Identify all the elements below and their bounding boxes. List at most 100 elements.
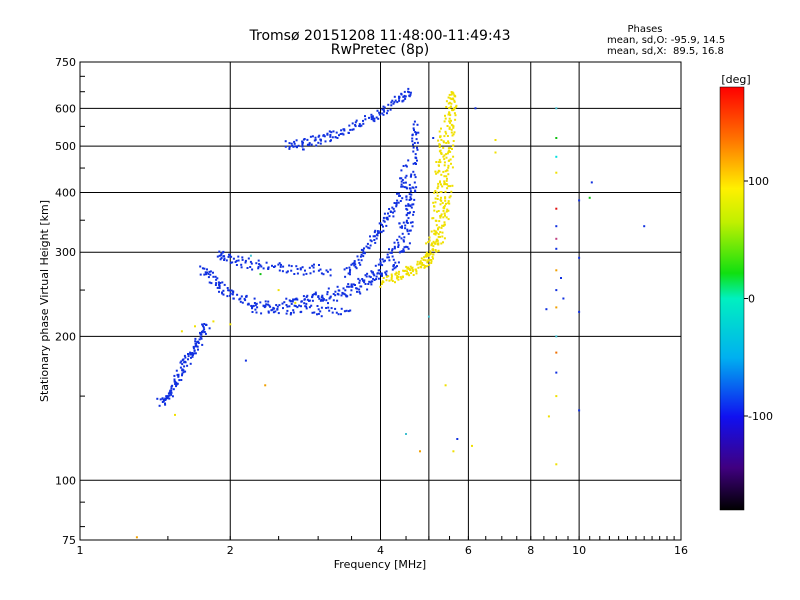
data-point: [218, 290, 220, 293]
data-point: [447, 164, 450, 167]
data-point: [447, 173, 450, 176]
data-point: [403, 186, 406, 189]
data-point: [311, 264, 314, 267]
data-point: [237, 255, 240, 258]
data-point: [288, 264, 291, 267]
data-point: [226, 295, 229, 298]
data-point: [397, 278, 400, 281]
data-point: [278, 304, 281, 307]
data-point: [203, 267, 206, 270]
data-point: [409, 198, 412, 201]
data-point: [436, 194, 439, 197]
data-point: [349, 309, 352, 312]
data-point: [413, 181, 416, 184]
data-point: [369, 235, 371, 238]
data-point: [416, 123, 419, 126]
data-point: [441, 202, 444, 204]
data-point: [405, 245, 408, 248]
data-point: [440, 242, 443, 245]
data-point: [420, 257, 423, 260]
data-point: [588, 196, 591, 199]
data-point: [335, 131, 338, 134]
data-point: [257, 267, 260, 270]
data-point: [393, 210, 396, 213]
data-point: [193, 352, 196, 355]
data-point: [171, 395, 174, 398]
data-point: [436, 210, 438, 213]
data-point: [299, 268, 302, 271]
data-point: [408, 95, 411, 98]
data-point: [356, 287, 359, 290]
data-point: [393, 95, 396, 98]
data-point: [430, 230, 433, 233]
data-point: [173, 378, 176, 381]
data-point: [182, 369, 185, 372]
data-point: [387, 103, 390, 106]
data-point: [443, 183, 446, 186]
data-point: [397, 276, 400, 278]
data-point: [405, 433, 407, 435]
data-point: [355, 119, 358, 122]
data-point: [447, 147, 450, 150]
data-point: [176, 382, 179, 385]
data-point: [189, 351, 192, 354]
data-point: [221, 281, 224, 284]
data-point: [381, 258, 384, 261]
data-point: [417, 266, 420, 269]
data-point: [396, 274, 399, 277]
data-point: [432, 137, 435, 139]
data-point: [244, 259, 247, 262]
data-point: [325, 269, 328, 272]
data-point: [244, 261, 247, 264]
data-point: [212, 271, 214, 274]
data-point: [196, 345, 199, 348]
data-point: [411, 225, 414, 228]
data-point: [363, 252, 366, 255]
data-point: [447, 166, 450, 169]
data-point: [395, 272, 398, 274]
data-point: [434, 190, 437, 192]
data-point: [296, 146, 298, 149]
data-point: [448, 93, 451, 96]
data-point: [446, 187, 449, 190]
data-point: [398, 96, 401, 99]
data-point: [407, 217, 410, 220]
data-point: [260, 265, 263, 268]
data-point: [437, 169, 440, 172]
data-point: [403, 236, 406, 239]
data-point: [450, 128, 453, 131]
data-point: [311, 296, 314, 299]
data-point: [408, 242, 411, 245]
data-point: [318, 134, 321, 137]
data-point: [432, 253, 435, 256]
data-point: [405, 198, 408, 201]
data-point: [164, 402, 166, 405]
data-point: [228, 289, 231, 292]
data-point: [231, 293, 234, 296]
data-point: [430, 262, 433, 264]
data-point: [405, 165, 408, 168]
data-point: [449, 185, 452, 188]
data-point: [329, 135, 332, 138]
data-point: [410, 206, 413, 209]
data-point: [450, 190, 453, 193]
data-point: [199, 335, 202, 338]
data-point: [288, 147, 291, 150]
data-point: [319, 142, 322, 145]
data-point: [331, 136, 334, 139]
data-point: [367, 246, 370, 249]
data-point: [452, 97, 454, 100]
data-point: [441, 231, 444, 234]
data-point: [235, 264, 238, 266]
data-point: [156, 397, 159, 400]
data-point: [413, 120, 416, 123]
y-tick-label: 75: [62, 534, 76, 547]
data-point: [375, 278, 378, 281]
data-point: [451, 184, 454, 187]
data-point: [412, 150, 415, 153]
data-point: [411, 268, 414, 271]
data-point: [555, 335, 558, 338]
data-point: [431, 255, 434, 258]
data-point: [382, 113, 385, 116]
data-point: [240, 263, 243, 266]
